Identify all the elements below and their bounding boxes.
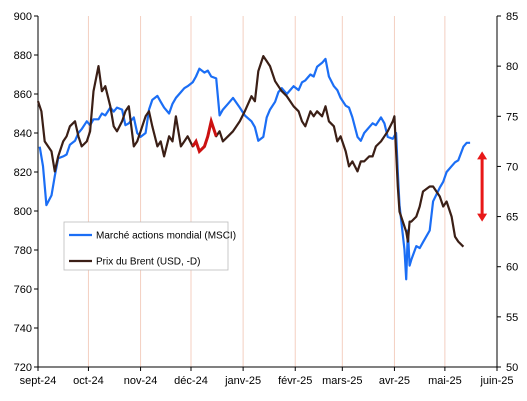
x-tick-label: sept-24 (20, 375, 57, 387)
left-y-tick-label: 880 (14, 50, 32, 62)
legend-label: Prix du Brent (USD, -D) (96, 257, 200, 268)
right-y-tick-label: 75 (506, 111, 518, 123)
left-y-tick-label: 800 (14, 206, 32, 218)
axes: sept-24 oct-24 nov-24 déc-24 janv-25 févr-25 m… (14, 11, 519, 387)
right-y-tick-label: 85 (506, 11, 518, 23)
brent-highlight-segment (191, 115, 218, 155)
left-y-tick-label: 900 (14, 11, 32, 23)
left-y-tick-label: 740 (14, 323, 32, 335)
right-y-tick-label: 50 (506, 362, 518, 374)
left-y-tick-label: 820 (14, 167, 32, 179)
legend-label: Marché actions mondial (MSCI) (96, 231, 236, 242)
left-y-tick-label: 720 (14, 362, 32, 374)
x-tick-label: mars-25 (322, 375, 362, 387)
x-tick-label: janv-25 (224, 375, 261, 387)
x-tick-label: oct-24 (73, 375, 104, 387)
right-y-tick-label: 70 (506, 161, 518, 173)
annotations (191, 115, 488, 222)
series-lines (36, 54, 471, 281)
x-tick-label: nov-24 (124, 375, 158, 387)
x-tick-label: avr-25 (379, 375, 410, 387)
x-tick-label: juin-25 (479, 375, 513, 387)
x-tick-label: mai-25 (428, 375, 462, 387)
arrow-head-down (477, 213, 488, 222)
legend: Marché actions mondial (MSCI) Prix du Bre… (63, 221, 236, 271)
left-y-tick-label: 840 (14, 128, 32, 140)
left-y-tick-label: 760 (14, 284, 32, 296)
right-y-tick-label: 55 (506, 312, 518, 324)
arrow-head-up (477, 151, 488, 160)
right-y-tick-label: 65 (506, 212, 518, 224)
left-y-tick-label: 780 (14, 245, 32, 257)
gridlines (87, 16, 446, 367)
x-tick-label: févr-25 (278, 375, 312, 387)
x-tick-label: déc-24 (174, 375, 208, 387)
brent-series-line (36, 54, 465, 248)
right-y-tick-label: 60 (506, 262, 518, 274)
right-y-tick-label: 80 (506, 61, 518, 73)
left-y-tick-label: 860 (14, 89, 32, 101)
